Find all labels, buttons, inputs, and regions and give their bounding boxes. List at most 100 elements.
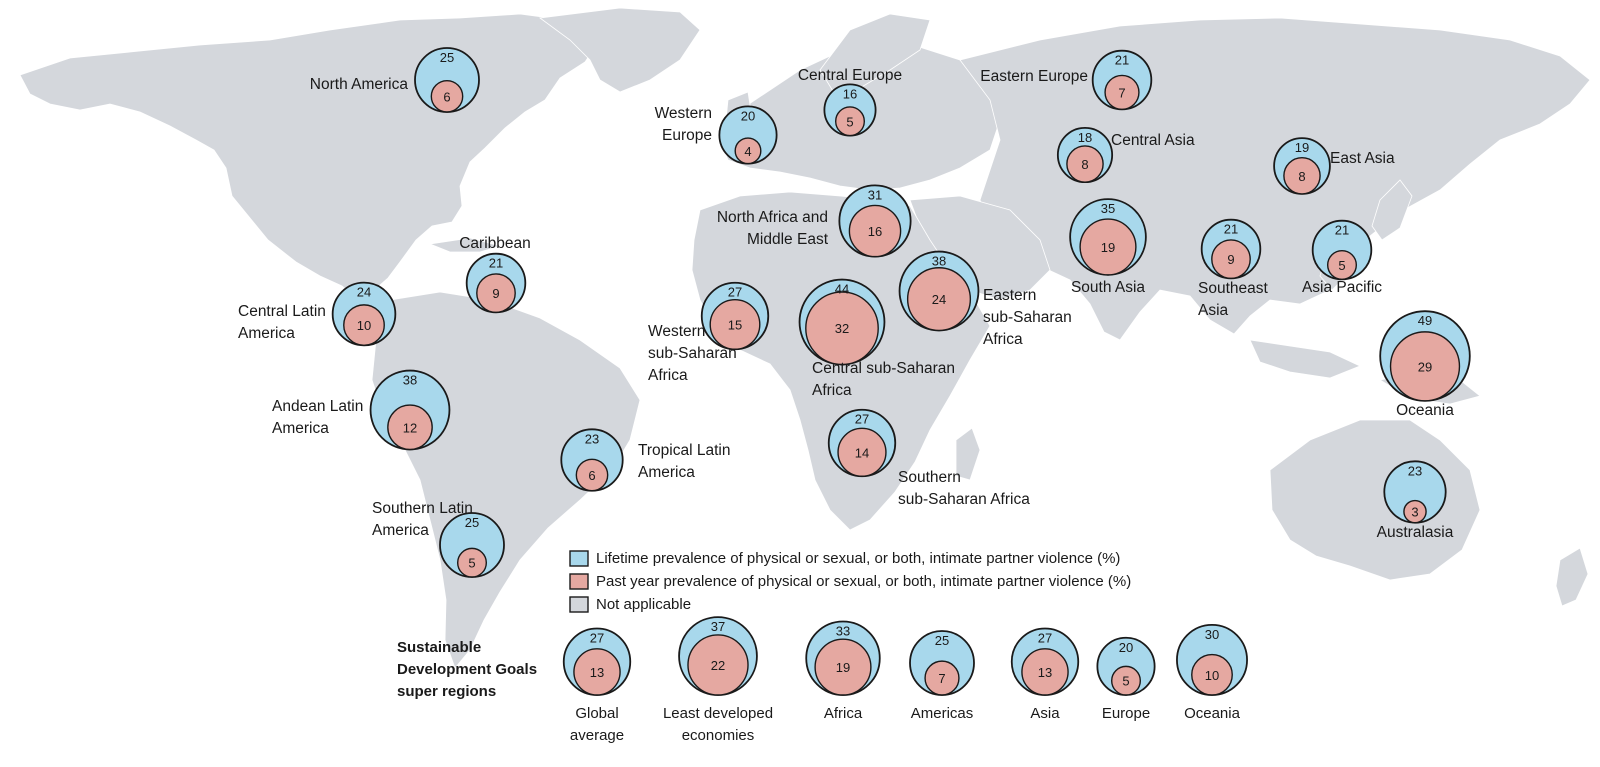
central-sub-saharan-africa-past-year-circle <box>805 291 879 366</box>
andean-latin-america-label-line: Andean Latin <box>272 398 363 415</box>
southeast-asia-bubble: 21 9 <box>1200 218 1262 280</box>
africa-bubble: 33 19 <box>805 620 881 696</box>
land-cuba <box>428 237 502 253</box>
central-europe-bubble: 16 5 <box>823 83 877 137</box>
legend-swatch-past_year <box>569 573 589 590</box>
western-sub-saharan-africa-label-line: sub-Saharan <box>648 345 737 362</box>
australasia-lifetime-value: 23 <box>1408 463 1422 478</box>
land-greenland <box>538 7 701 93</box>
tropical-latin-america-lifetime-value: 23 <box>585 431 599 446</box>
central-sub-saharan-africa-past-year-value: 32 <box>835 321 849 336</box>
eastern-sub-saharan-africa-label-line: sub-Saharan <box>983 309 1072 326</box>
americas-past-year-circle <box>924 660 960 696</box>
north-africa-middle-east-past-year-value: 16 <box>868 224 882 239</box>
australasia-label-line: Australasia <box>1377 524 1454 541</box>
east-asia-label: East Asia <box>1330 150 1395 167</box>
western-europe-past-year-value: 4 <box>744 144 751 159</box>
north-america-past-year-circle <box>430 79 464 113</box>
americas-bubble: 25 7 <box>909 630 975 696</box>
south-asia-label-line: South Asia <box>1071 279 1145 296</box>
europe-lifetime-value: 20 <box>1119 640 1133 655</box>
least-developed-economies-lifetime-value: 37 <box>711 619 725 634</box>
western-sub-saharan-africa-label-line: Western <box>648 323 705 340</box>
central-asia-bubble: 18 8 <box>1056 126 1114 184</box>
central-sub-saharan-africa-label: Central sub-Saharan Africa <box>812 360 955 399</box>
western-sub-saharan-africa-lifetime-value: 27 <box>728 285 742 300</box>
eastern-sub-saharan-africa-bubble: 38 24 <box>898 250 980 332</box>
legend-label-not_applicable: Not applicable <box>596 596 691 613</box>
americas-lifetime-value: 25 <box>935 633 949 648</box>
central-asia-past-year-value: 8 <box>1081 157 1088 172</box>
western-sub-saharan-africa-bubble: 27 15 <box>700 281 770 351</box>
southern-latin-america-bubble: 25 5 <box>439 512 505 578</box>
eastern-sub-saharan-africa-past-year-circle <box>906 267 972 332</box>
south-asia-lifetime-value: 35 <box>1101 201 1115 216</box>
western-sub-saharan-africa-label: Western sub-Saharan Africa <box>648 323 737 384</box>
central-latin-america-lifetime-value: 24 <box>357 285 371 300</box>
tropical-latin-america-past-year-value: 6 <box>588 468 595 483</box>
super-regions-title-line: Sustainable <box>397 639 481 656</box>
asia-pacific-past-year-value: 5 <box>1338 258 1345 273</box>
asia-label: Asia <box>1030 705 1060 722</box>
southeast-asia-label: Southeast Asia <box>1198 280 1268 319</box>
east-asia-past-year-value: 8 <box>1298 169 1305 184</box>
asia-pacific-lifetime-value: 21 <box>1335 223 1349 238</box>
legend-swatch-lifetime <box>569 550 589 567</box>
south-asia-bubble: 35 19 <box>1069 198 1147 276</box>
andean-latin-america-past-year-circle <box>387 404 433 451</box>
land-indonesia <box>1249 339 1362 379</box>
africa-past-year-circle <box>814 638 872 696</box>
europe-past-year-value: 5 <box>1122 674 1129 689</box>
super-regions-panel: Sustainable Development Goals super region… <box>397 616 1248 744</box>
western-sub-saharan-africa-label-line: Africa <box>648 367 688 384</box>
central-sub-saharan-africa-label-line: Africa <box>812 382 852 399</box>
andean-latin-america-label: Andean Latin America <box>272 398 363 437</box>
central-latin-america-bubble: 24 10 <box>331 281 397 347</box>
australasia-past-year-circle <box>1403 499 1427 524</box>
oceania-super-label-line: Oceania <box>1184 705 1241 722</box>
western-europe-label-line: Europe <box>662 127 712 144</box>
least-developed-economies-label-line: Least developed <box>663 705 773 722</box>
asia-lifetime-value: 27 <box>1038 630 1052 645</box>
africa-label-line: Africa <box>824 705 863 722</box>
western-europe-label: Western Europe <box>655 105 712 144</box>
central-asia-label: Central Asia <box>1111 132 1195 149</box>
europe-past-year-circle <box>1110 665 1142 696</box>
north-africa-middle-east-label-line: North Africa and <box>717 209 828 226</box>
southern-latin-america-lifetime-value: 25 <box>465 515 479 530</box>
east-asia-label-line: East Asia <box>1330 150 1395 167</box>
southern-sub-saharan-africa-bubble: 27 14 <box>827 408 897 478</box>
andean-latin-america-past-year-value: 12 <box>403 420 417 435</box>
europe-bubble: 20 5 <box>1096 636 1156 696</box>
eastern-europe-label: Eastern Europe <box>980 68 1088 85</box>
oceania-bubble: 49 29 <box>1379 310 1471 402</box>
eastern-sub-saharan-africa-past-year-value: 24 <box>932 292 946 307</box>
north-america-bubble: 25 6 <box>414 47 480 113</box>
oceania-super-label: Oceania <box>1184 705 1241 722</box>
oceania-lifetime-value: 49 <box>1418 313 1432 328</box>
central-europe-past-year-value: 5 <box>846 114 853 129</box>
legend-label-past_year: Past year prevalence of physical or sexu… <box>596 573 1131 590</box>
least-developed-economies-past-year-circle <box>687 634 749 696</box>
central-europe-lifetime-value: 16 <box>843 86 857 101</box>
south-asia-past-year-circle <box>1079 218 1137 276</box>
central-latin-america-past-year-value: 10 <box>357 318 371 333</box>
caribbean-past-year-value: 9 <box>492 286 499 301</box>
central-europe-label: Central Europe <box>798 67 902 84</box>
americas-label-line: Americas <box>911 705 974 722</box>
southern-sub-saharan-africa-label: Southern sub-Saharan Africa <box>898 469 1030 508</box>
eastern-sub-saharan-africa-label-line: Africa <box>983 331 1023 348</box>
central-europe-label-line: Central Europe <box>798 67 902 84</box>
least-developed-economies-label: Least developed economies <box>663 705 773 744</box>
southeast-asia-label-line: Asia <box>1198 302 1229 319</box>
oceania-past-year-circle <box>1389 331 1461 402</box>
asia-bubble: 27 13 <box>1010 627 1080 696</box>
eastern-europe-bubble: 21 7 <box>1091 49 1153 111</box>
central-latin-america-past-year-circle <box>343 304 385 347</box>
least-developed-economies-label-line: economies <box>682 727 755 744</box>
southeast-asia-label-line: Southeast <box>1198 280 1268 297</box>
land-australia <box>1269 419 1481 581</box>
east-asia-lifetime-value: 19 <box>1295 140 1309 155</box>
central-sub-saharan-africa-bubble: 44 32 <box>798 278 886 366</box>
americas-label: Americas <box>911 705 974 722</box>
